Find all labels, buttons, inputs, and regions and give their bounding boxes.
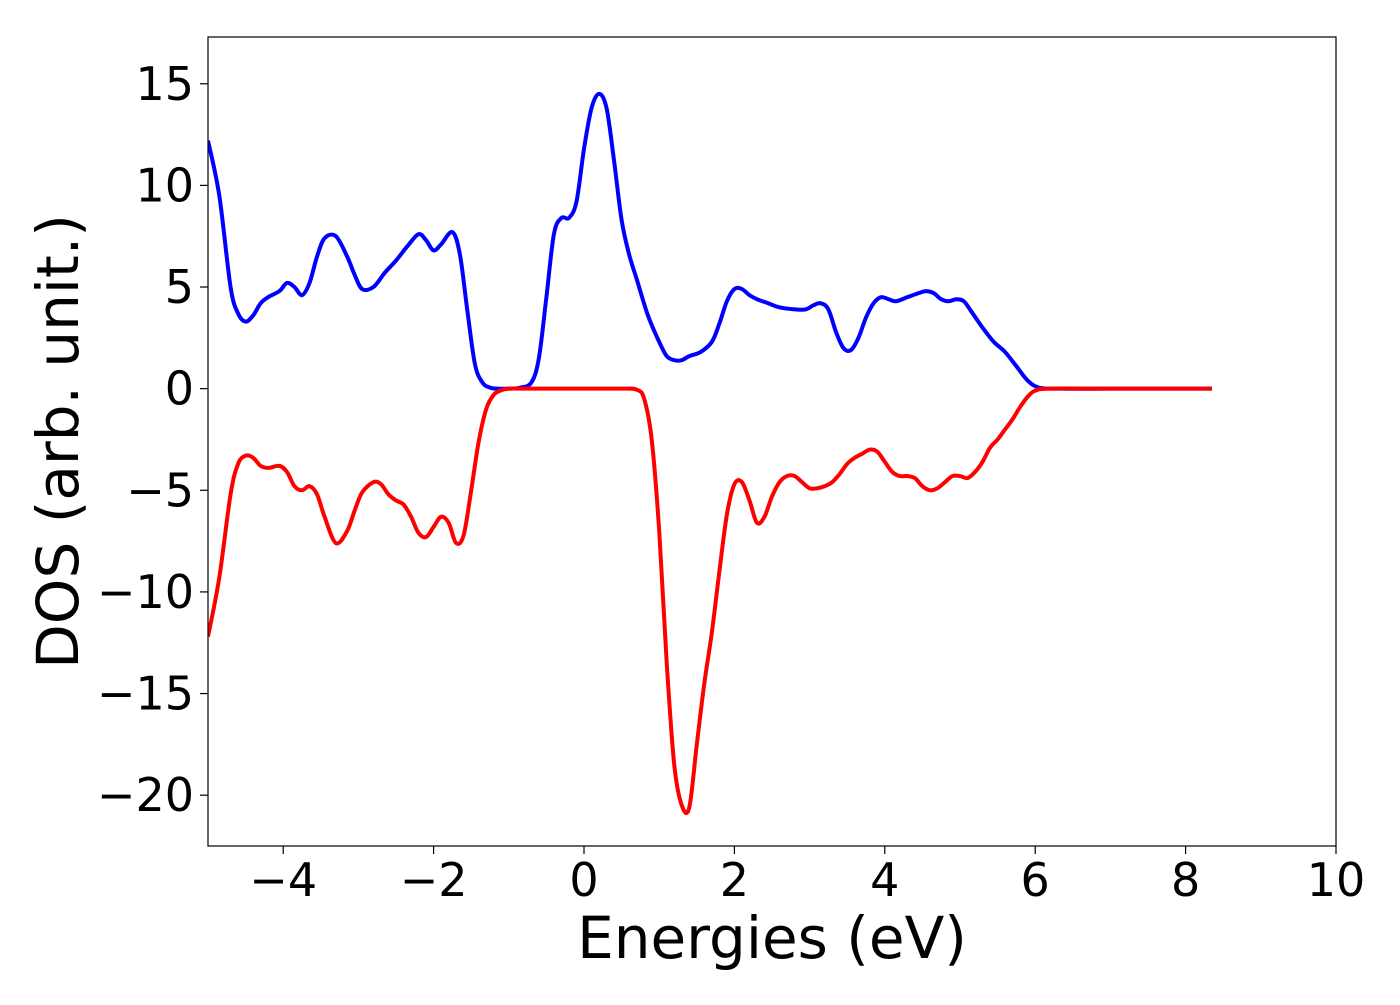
x-tick-label: 10 <box>1307 853 1366 907</box>
y-tick-label: 15 <box>135 57 194 111</box>
y-axis-title: DOS (arb. unit.) <box>24 214 92 669</box>
y-axis: 15 10 5 0 −5 −10 −15 −20 <box>97 57 208 822</box>
series-layer <box>208 91 1212 816</box>
series-line-0 <box>208 91 1212 391</box>
y-tick-label: 10 <box>135 158 194 212</box>
x-tick-label: −2 <box>400 853 468 907</box>
x-axis-title: Energies (eV) <box>577 904 967 972</box>
x-tick-label: 0 <box>569 853 598 907</box>
x-tick-label: 6 <box>1021 853 1050 907</box>
y-tick-label: −10 <box>97 565 194 619</box>
x-axis: −4 −2 0 2 4 6 8 10 <box>249 846 1365 907</box>
x-tick-label: 8 <box>1171 853 1200 907</box>
x-tick-label: 4 <box>870 853 899 907</box>
plot-frame <box>207 36 1337 847</box>
x-tick-label: 2 <box>720 853 749 907</box>
x-tick-label: −4 <box>249 853 317 907</box>
series-line-1 <box>208 386 1212 816</box>
y-tick-label: −15 <box>97 667 194 721</box>
y-tick-label: 0 <box>165 362 194 416</box>
y-tick-label: −20 <box>97 768 194 822</box>
y-tick-label: 5 <box>165 260 194 314</box>
y-tick-label: −5 <box>126 463 194 517</box>
